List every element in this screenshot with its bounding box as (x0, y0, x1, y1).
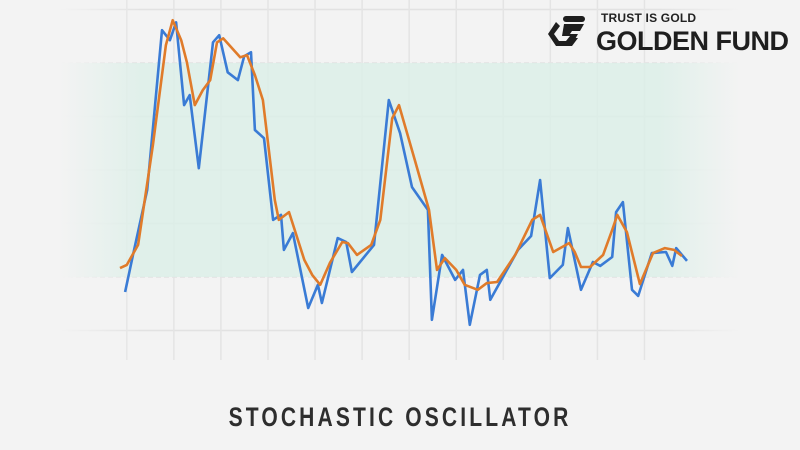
logo-tagline: TRUST IS GOLD (601, 11, 697, 25)
golden-fund-logo: TRUST IS GOLD GOLDEN FUND (546, 8, 796, 58)
chart-title: STOCHASTIC OSCILLATOR (228, 402, 572, 432)
logo-name: GOLDEN FUND (596, 26, 789, 56)
stochastic-chart (60, 0, 740, 360)
golden-fund-logo-icon (548, 16, 585, 46)
edge-fade (60, 0, 740, 360)
series-line-orange (119, 18, 683, 292)
series-line-blue (123, 20, 688, 327)
